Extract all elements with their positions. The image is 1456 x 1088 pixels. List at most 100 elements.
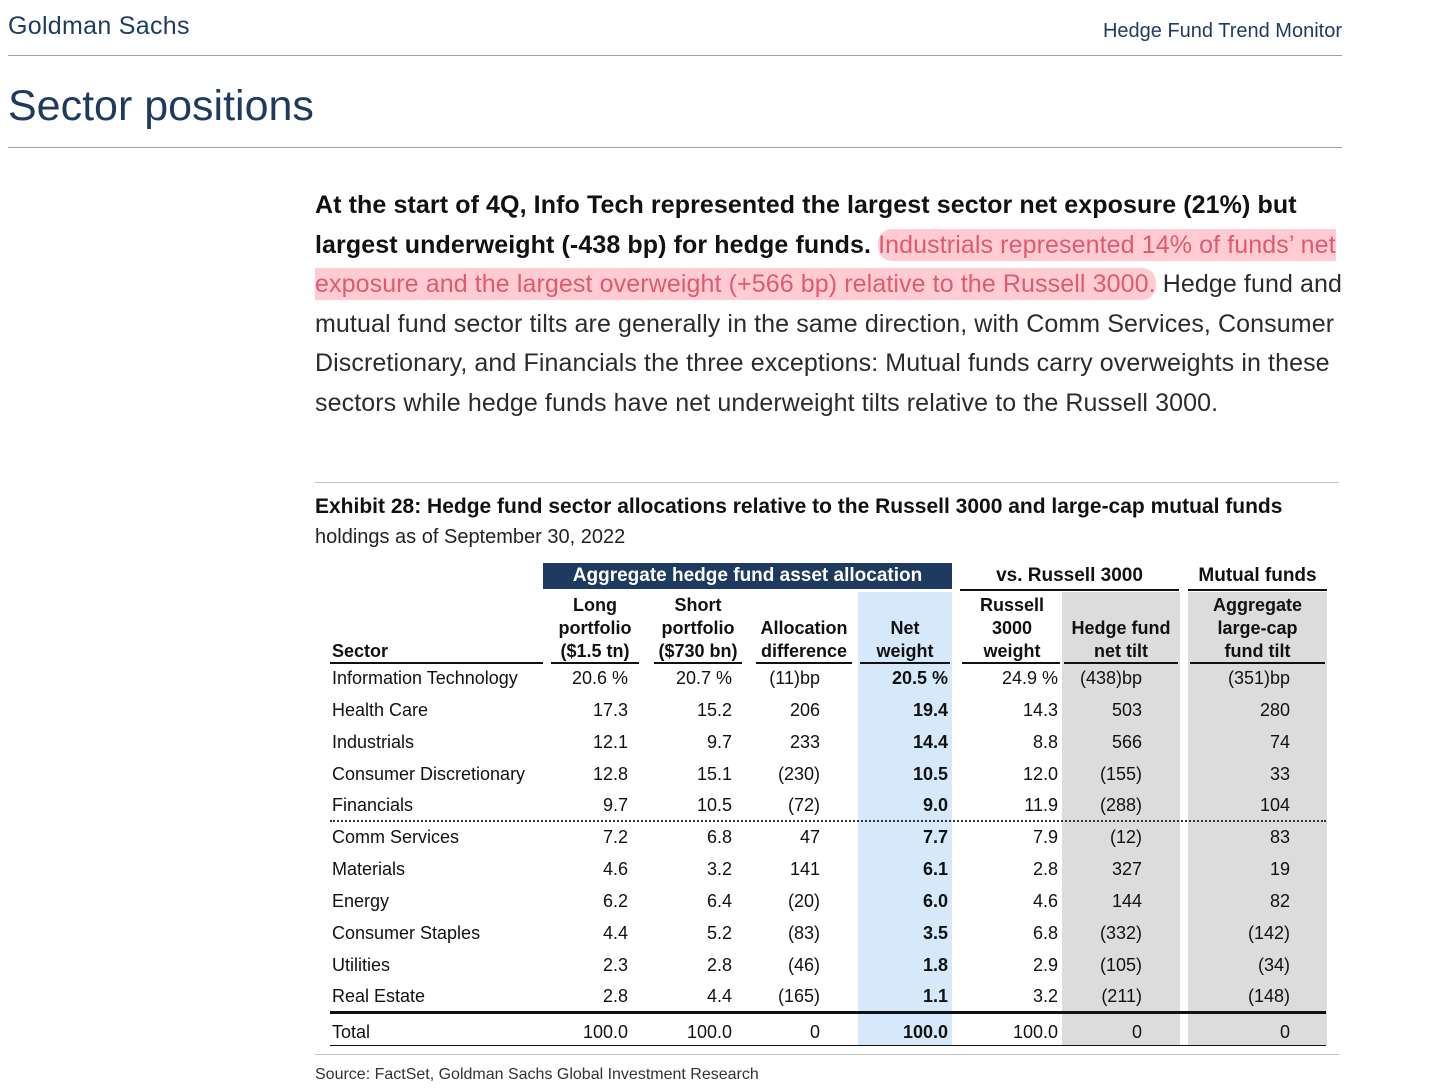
col-header-hf-tilt-line: net tilt [1094,641,1148,661]
col-header-mf-tilt-line: large-cap [1217,618,1298,638]
long-cell: 12.8 [592,764,628,784]
report-name: Hedge Fund Trend Monitor [1102,20,1342,42]
summary-paragraph: At the start of 4Q, Info Tech represente… [315,186,1345,423]
mftilt-cell: 33 [1269,764,1290,784]
net-cell: 1.8 [922,955,948,975]
net-cell: 6.0 [922,891,948,911]
mftilt-cell: 74 [1269,732,1290,752]
net-cell: 7.7 [922,827,948,847]
summary-rest: Hedge fund and mutual fund sector tilts … [315,270,1343,417]
col-header-short-line: ($730 bn) [658,641,738,661]
total-short-cell: 100.0 [686,1022,732,1042]
total-label: Total [332,1022,371,1042]
alloc-cell: (72) [787,795,820,815]
russell-cell: 6.8 [1032,923,1058,943]
brand-logo: Goldman Sachs [8,12,190,40]
alloc-cell: (165) [777,986,820,1006]
total-net-cell: 100.0 [902,1022,948,1042]
col-header-long: Long portfolio ($1.5 tn) [550,594,640,663]
col-header-net-weight: Net weight [858,617,952,663]
hftilt-cell: 327 [1111,859,1142,879]
long-cell: 12.1 [592,732,628,752]
header-underline [756,662,852,664]
net-cell: 9.0 [922,795,948,815]
header-underline [1064,662,1178,664]
alloc-cell: (20) [787,891,820,911]
mftilt-cell: (34) [1257,955,1290,975]
long-cell: 9.7 [602,795,628,815]
sector-cell: Real Estate [332,986,426,1006]
long-cell: 6.2 [602,891,628,911]
mftilt-cell: 19 [1269,859,1290,879]
col-header-mf-tilt-line: Aggregate [1212,595,1302,615]
exhibit-divider [315,482,1339,483]
col-header-russell-weight: Russell 3000 weight [962,594,1062,663]
header-underline [330,662,543,664]
col-header-hf-tilt: Hedge fund net tilt [1062,617,1180,663]
russell-cell: 3.2 [1032,986,1058,1006]
header-underline [962,662,1060,664]
row-separator-dotted [330,820,1326,822]
group-header-russell: vs. Russell 3000 [996,565,1143,586]
group-header-aggregate: Aggregate hedge fund asset allocation [543,563,952,589]
hftilt-cell: (332) [1099,923,1142,943]
col-header-short: Short portfolio ($730 bn) [652,594,744,663]
short-cell: 6.4 [706,891,732,911]
header-underline [1190,662,1325,664]
long-cell: 4.6 [602,859,628,879]
net-cell: 6.1 [922,859,948,879]
russell-cell: 12.0 [1022,764,1058,784]
col-header-long-line: Long [573,595,617,615]
col-header-mf-tilt-line: fund tilt [1224,641,1291,661]
sector-cell: Consumer Discretionary [332,764,526,784]
mftilt-cell: 280 [1259,700,1290,720]
russell-cell: 2.8 [1032,859,1058,879]
net-cell: 20.5 % [891,668,948,688]
short-cell: 6.8 [706,827,732,847]
mftilt-cell: (148) [1247,986,1290,1006]
group-underline-mutual-funds [1188,589,1327,591]
net-cell: 14.4 [912,732,948,752]
hftilt-cell: (211) [1101,986,1142,1006]
col-header-short-line: portfolio [661,618,735,638]
net-cell: 19.4 [912,700,948,720]
russell-cell: 2.9 [1032,955,1058,975]
total-russell-cell: 100.0 [1012,1022,1058,1042]
total-hftilt-cell: 0 [1131,1022,1142,1042]
short-cell: 9.7 [706,732,732,752]
sector-cell: Health Care [332,700,429,720]
source-divider [315,1054,1339,1055]
title-divider [8,147,1342,148]
group-underline-russell [960,589,1179,591]
total-long-cell: 100.0 [582,1022,628,1042]
header-underline [551,662,639,664]
hftilt-cell: (155) [1099,764,1142,784]
russell-cell: 7.9 [1032,827,1058,847]
header-underline [654,662,742,664]
sector-cell: Industrials [332,732,415,752]
mftilt-cell: (351)bp [1227,668,1290,688]
long-cell: 17.3 [592,700,628,720]
col-header-short-line: Short [674,595,722,615]
alloc-cell: (230) [777,764,820,784]
long-cell: 20.6 % [571,668,628,688]
sector-cell: Comm Services [332,827,460,847]
long-cell: 7.2 [602,827,628,847]
short-cell: 15.1 [696,764,732,784]
col-header-allocation-line: difference [760,641,848,661]
net-cell: 1.1 [922,986,948,1006]
russell-cell: 8.8 [1032,732,1058,752]
hftilt-cell: (438)bp [1079,668,1142,688]
col-header-russell-line: Russell [979,595,1045,615]
source-note: Source: FactSet, Goldman Sachs Global In… [315,1066,759,1083]
col-header-allocation-line: Allocation [760,618,848,638]
alloc-cell: 141 [789,859,820,879]
mftilt-cell: (142) [1247,923,1290,943]
short-cell: 20.7 % [675,668,732,688]
short-cell: 5.2 [706,923,732,943]
net-cell: 10.5 [912,764,948,784]
long-cell: 4.4 [602,923,628,943]
sector-cell: Financials [332,795,414,815]
total-top-rule [330,1011,1326,1014]
alloc-cell: (11)bp [769,668,820,688]
